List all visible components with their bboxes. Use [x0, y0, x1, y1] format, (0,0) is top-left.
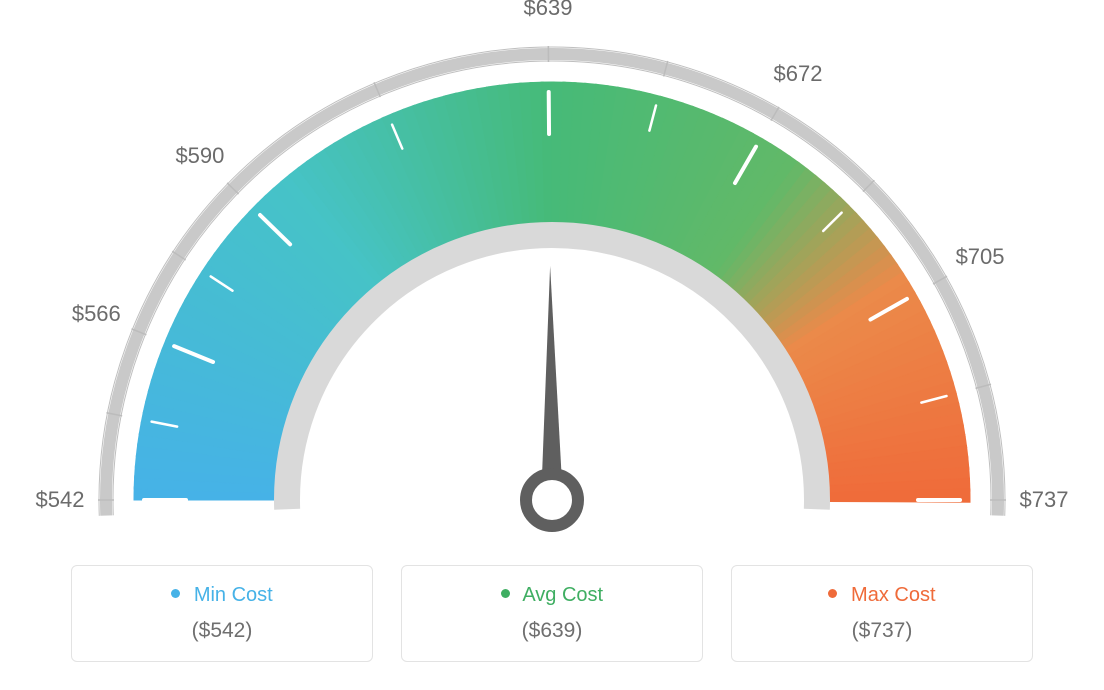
legend-card-avg: Avg Cost ($639) — [401, 565, 703, 662]
legend-title-avg: Avg Cost — [412, 584, 692, 607]
gauge-tick-label: $705 — [956, 244, 1005, 270]
gauge-tick-label: $672 — [774, 61, 823, 87]
gauge-tick-label: $639 — [524, 0, 573, 21]
gauge-tick-label: $737 — [1020, 487, 1069, 513]
legend-value-min: ($542) — [82, 619, 362, 643]
cost-gauge-chart: $542 $566 $590 $639 $672 $705 $737 Min Cost ($… — [0, 0, 1104, 690]
gauge-tick-label: $542 — [36, 487, 85, 513]
legend-label: Max Cost — [851, 584, 935, 606]
gauge-area: $542 $566 $590 $639 $672 $705 $737 — [0, 0, 1104, 560]
legend-value-avg: ($639) — [412, 619, 692, 643]
legend-card-max: Max Cost ($737) — [731, 565, 1033, 662]
legend-title-min: Min Cost — [82, 584, 362, 607]
dot-icon — [501, 589, 510, 598]
dot-icon — [828, 589, 837, 598]
legend-label: Min Cost — [194, 584, 273, 606]
gauge-svg — [0, 0, 1104, 560]
gauge-tick-label: $566 — [72, 301, 121, 327]
gauge-tick-label: $590 — [175, 143, 224, 169]
dot-icon — [171, 589, 180, 598]
legend-card-min: Min Cost ($542) — [71, 565, 373, 662]
legend-value-max: ($737) — [742, 619, 1022, 643]
legend-title-max: Max Cost — [742, 584, 1022, 607]
legend-row: Min Cost ($542) Avg Cost ($639) Max Cost… — [0, 565, 1104, 662]
legend-label: Avg Cost — [522, 584, 603, 606]
